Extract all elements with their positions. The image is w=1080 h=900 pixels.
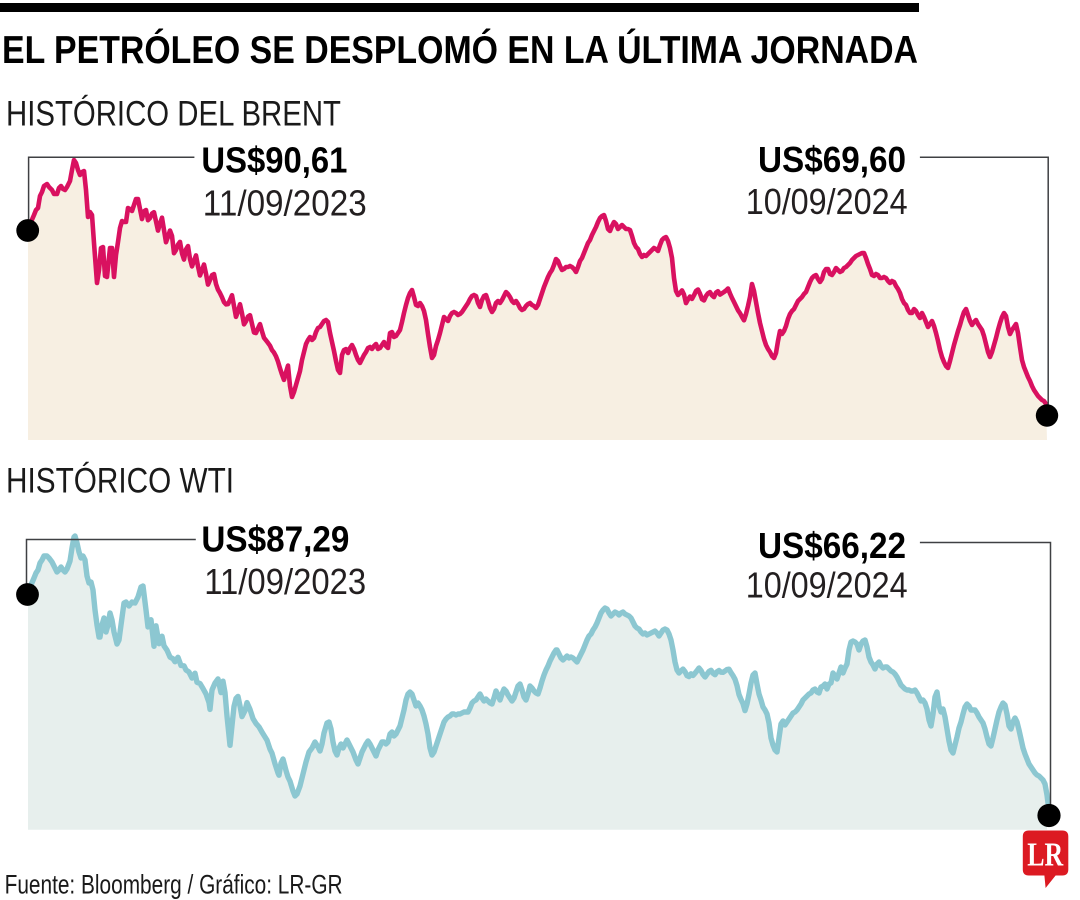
svg-text:US$69,60: US$69,60: [758, 139, 906, 180]
svg-text:10/09/2024: 10/09/2024: [746, 181, 908, 222]
svg-text:US$90,61: US$90,61: [201, 140, 347, 181]
svg-text:Fuente: Bloomberg / Gráfico: L: Fuente: Bloomberg / Gráfico: LR-GR: [5, 870, 343, 900]
svg-text:11/09/2023: 11/09/2023: [203, 183, 367, 224]
svg-text:HISTÓRICO WTI: HISTÓRICO WTI: [6, 462, 234, 501]
svg-text:HISTÓRICO DEL BRENT: HISTÓRICO DEL BRENT: [6, 95, 341, 134]
svg-text:US$87,29: US$87,29: [201, 519, 349, 560]
svg-text:US$66,22: US$66,22: [758, 525, 906, 566]
svg-text:EL PETRÓLEO SE DESPLOMÓ EN LA: EL PETRÓLEO SE DESPLOMÓ EN LA ÚLTIMA JOR…: [2, 28, 918, 72]
svg-text:LR: LR: [1027, 837, 1063, 874]
svg-text:10/09/2024: 10/09/2024: [746, 565, 908, 606]
svg-text:11/09/2023: 11/09/2023: [204, 561, 366, 602]
